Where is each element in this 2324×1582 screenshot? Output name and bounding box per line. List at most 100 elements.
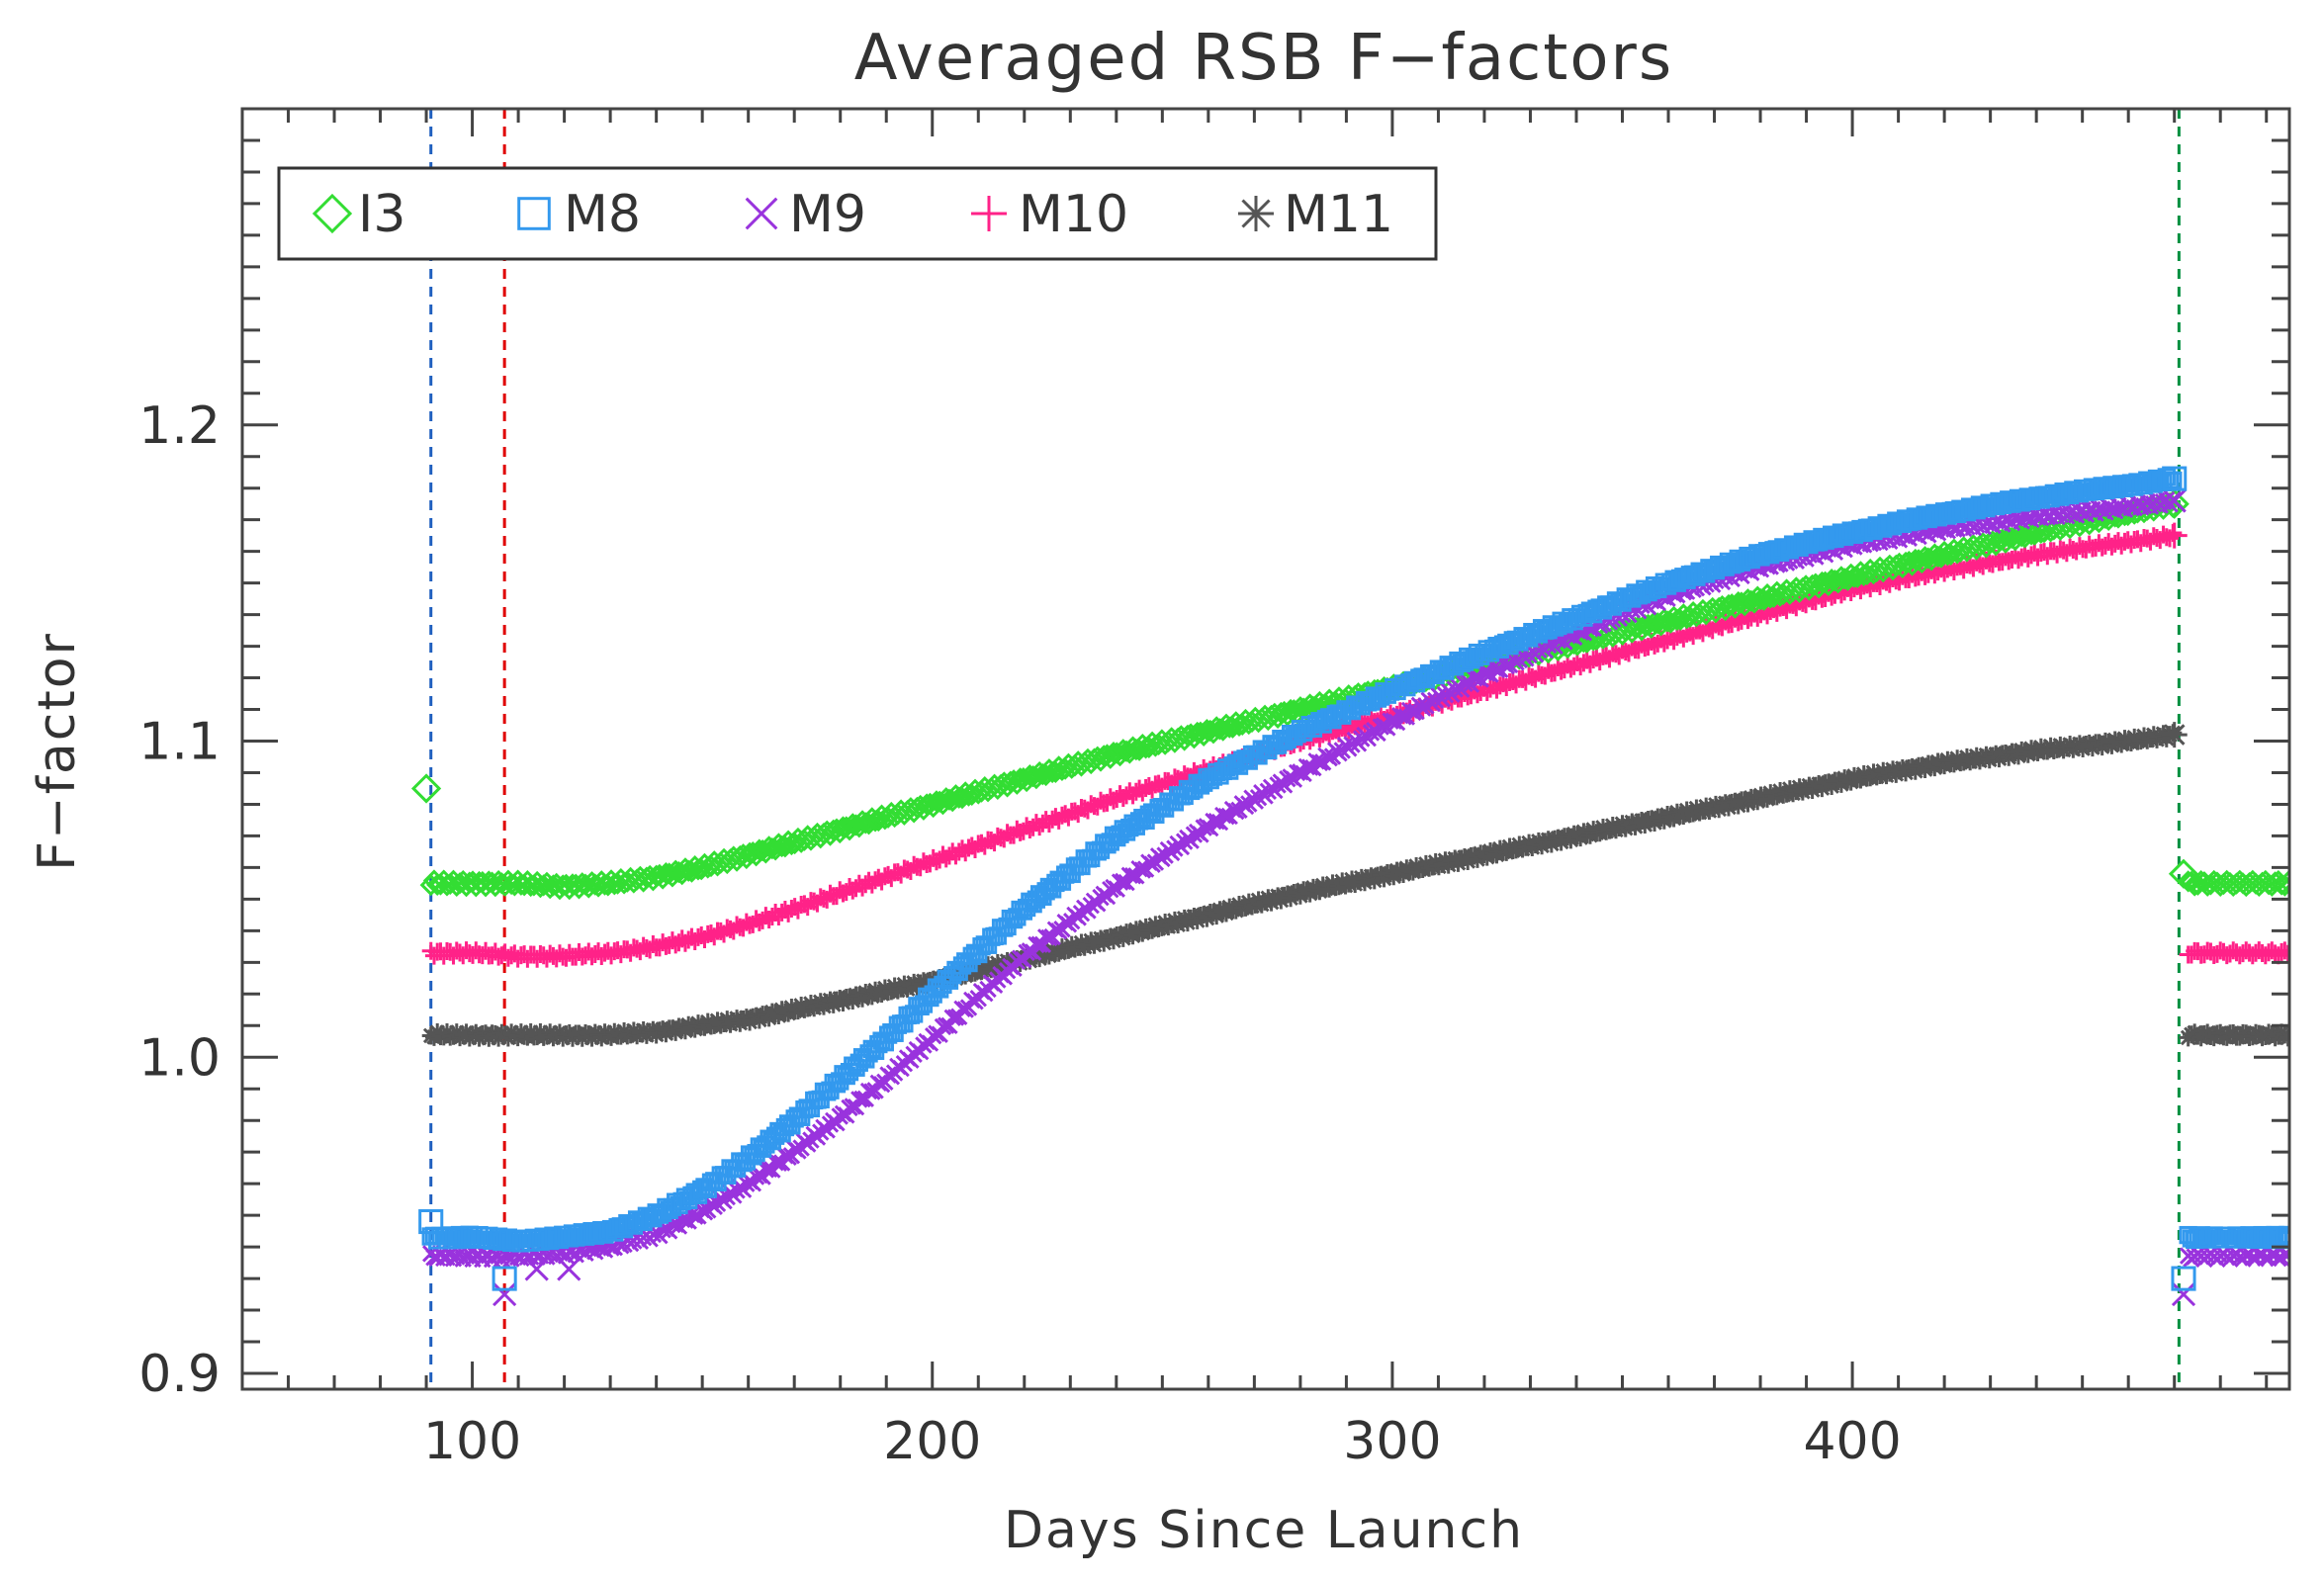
data-point <box>1911 551 1933 574</box>
y-tick-label: 1.1 <box>138 713 221 772</box>
data-point <box>1571 829 1590 847</box>
data-point <box>1394 864 1413 883</box>
data-point <box>941 790 964 813</box>
data-point <box>1487 845 1506 864</box>
outlier-point <box>410 773 442 804</box>
data-point <box>1099 747 1121 769</box>
data-point <box>2013 526 2036 549</box>
data-point <box>1808 576 1831 599</box>
y-tick-label: 0.9 <box>138 1345 221 1404</box>
outlier-point <box>492 1266 517 1291</box>
data-point <box>1034 763 1057 787</box>
data-point <box>1920 549 1943 571</box>
data-point <box>760 1009 778 1027</box>
data-point <box>2018 745 2037 763</box>
data-point <box>680 860 703 883</box>
data-point <box>1929 546 1952 569</box>
legend-label: I3 <box>358 185 405 244</box>
data-point <box>2276 941 2289 960</box>
legend-marker-m9 <box>745 197 778 230</box>
legend-item-m11: M11 <box>1238 185 1393 244</box>
data-point <box>1640 616 1662 640</box>
data-point <box>2004 529 2026 552</box>
outlier-point <box>2171 1266 2196 1291</box>
data-point <box>848 816 870 838</box>
data-point <box>950 786 974 810</box>
data-point <box>1297 757 1316 776</box>
data-point <box>1226 901 1245 920</box>
legend-item-m9: M9 <box>745 185 866 244</box>
outlier-point <box>557 1257 581 1281</box>
data-point <box>1207 907 1226 925</box>
y-tick-label: 1.0 <box>138 1028 221 1088</box>
series-m8 <box>418 466 2289 1291</box>
data-point <box>2102 736 2121 754</box>
data-point <box>675 1021 694 1040</box>
data-point-end <box>2162 488 2187 513</box>
data-point <box>872 984 891 1003</box>
data-point <box>1659 611 1682 634</box>
data-point <box>1935 756 1954 775</box>
legend-label: M11 <box>1284 185 1393 244</box>
data-point <box>1089 749 1113 772</box>
data-point <box>1832 774 1850 793</box>
legend: I3 M8 M9 M10 M11 <box>277 166 1438 261</box>
data-point <box>1743 591 1766 614</box>
data-point <box>1133 923 1152 942</box>
data-point <box>1310 882 1329 901</box>
x-tick-label: 100 <box>423 1412 521 1471</box>
data-point <box>670 862 693 886</box>
x-axis-label: Days Since Launch <box>1004 1501 1524 1560</box>
data-point <box>2270 873 2289 896</box>
data-point <box>1650 614 1672 637</box>
outlier-point <box>418 1208 444 1235</box>
data-point <box>1123 926 1142 945</box>
data-point <box>1266 706 1290 729</box>
data-point <box>1296 699 1318 722</box>
data-point <box>773 835 797 858</box>
data-point <box>1015 769 1038 793</box>
data-point <box>2276 1245 2289 1264</box>
data-point <box>764 838 787 861</box>
data-point <box>1039 946 1058 965</box>
data-point <box>2276 1228 2289 1247</box>
data-point <box>912 798 936 821</box>
outlier-point <box>2171 1281 2196 1307</box>
legend-item-i3: I3 <box>312 185 405 244</box>
outlier-point <box>2168 858 2199 889</box>
axis-ticks <box>242 109 2289 1389</box>
axis-tick-labels: 100 200 300 400 0.9 1.0 1.1 1.2 <box>138 396 1901 1471</box>
data-point <box>1477 847 1496 866</box>
legend-label: M8 <box>564 185 641 244</box>
data-point <box>1006 772 1028 795</box>
data-point <box>829 821 851 844</box>
legend-marker-m8 <box>517 197 551 230</box>
data-point <box>1891 556 1914 579</box>
data-point <box>1714 598 1737 622</box>
data-point <box>755 841 777 864</box>
data-point <box>1851 770 1870 789</box>
data-point <box>1758 789 1777 808</box>
data-point <box>1565 634 1589 657</box>
data-point <box>1205 812 1222 831</box>
data-point <box>1674 807 1693 826</box>
data-point <box>1654 811 1673 830</box>
data-point <box>1836 569 1859 591</box>
data-point-end <box>2162 466 2188 491</box>
legend-label: M10 <box>1019 185 1128 244</box>
data-point <box>2164 471 2183 490</box>
data-point <box>1193 724 1215 747</box>
data-point <box>1143 921 1162 939</box>
data-point <box>838 819 861 841</box>
data-point <box>1025 766 1048 790</box>
data-point-end <box>2161 522 2188 549</box>
data-point <box>922 795 944 819</box>
data-point <box>1752 588 1775 611</box>
data-point <box>862 987 881 1006</box>
data-point <box>1214 806 1232 825</box>
data-point <box>745 844 767 867</box>
data-point <box>853 989 872 1008</box>
series-m9 <box>422 488 2289 1307</box>
data-point <box>1575 631 1598 654</box>
data-point <box>1748 792 1767 811</box>
